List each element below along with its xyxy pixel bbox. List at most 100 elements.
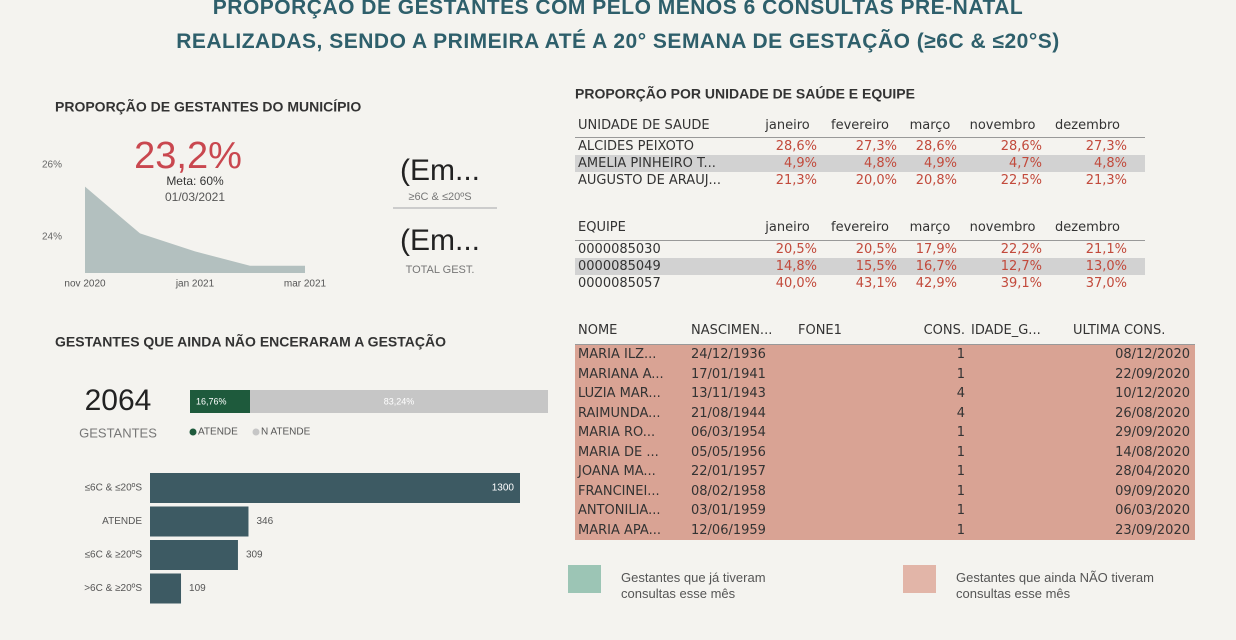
legend-dot	[252, 428, 260, 436]
column-header: IDADE_G...	[971, 322, 1041, 338]
table-cell: 27,3%	[1085, 139, 1127, 154]
table-cell: 20,0%	[855, 173, 897, 188]
table-cell: ANTONILIA...	[578, 503, 661, 518]
table-cell: 09/09/2020	[1115, 483, 1190, 499]
title-line: REALIZADAS, SENDO A PRIMEIRA ATÉ A 20° S…	[176, 30, 1060, 53]
category-label: ATENDE	[102, 516, 142, 527]
column-header: UNIDADE DE SAUDE	[578, 117, 710, 133]
title-line: PROPORÇÃO DE GESTANTES COM PELO MENOS 6 …	[212, 0, 1024, 19]
category-label: ≤6C & ≤20ºS	[85, 483, 143, 494]
table-cell: 1	[956, 464, 965, 479]
table-cell: 26/08/2020	[1115, 405, 1190, 421]
column-header: março	[909, 117, 951, 133]
table-cell: 1	[956, 444, 965, 460]
table-cell: 17/01/1941	[691, 366, 766, 382]
table-cell: 1	[956, 483, 965, 499]
table-row: MARIA RO... 06/03/1954 1 29/09/2020	[575, 423, 1195, 443]
area	[85, 186, 305, 273]
table-cell: 06/03/1954	[691, 425, 766, 440]
table-body: ALCIDES PEIXOTO 28,6% 27,3% 28,6% 28,6% 27,3%…	[575, 138, 1145, 189]
table-cell	[968, 404, 1070, 424]
table-cell: 28,6%	[915, 139, 957, 154]
table-cell: 14,8%	[775, 259, 817, 274]
card-value: (Em...	[400, 224, 480, 257]
table-row: ALCIDES PEIXOTO 28,6% 27,3% 28,6% 28,6% 27,3%	[575, 138, 1145, 155]
table-row: MARIANA A... 17/01/1941 1 22/09/2020	[575, 365, 1195, 385]
table-cell	[795, 384, 915, 404]
table-cell: 21/08/1944	[691, 405, 766, 421]
table-row: MARIA APA... 12/06/1959 1 23/09/2020	[575, 521, 1195, 541]
table-cell	[795, 482, 915, 502]
table-cell: 43,1%	[855, 276, 897, 291]
value-label: 346	[256, 516, 273, 527]
x-tick-label: nov 2020	[64, 279, 106, 290]
table-cell: 10/12/2020	[1115, 386, 1190, 401]
table-cell: 13,0%	[1085, 259, 1127, 274]
kpi-date: 01/03/2021	[165, 190, 225, 204]
column-header: novembro	[969, 117, 1036, 133]
table-cell: 1	[956, 366, 965, 382]
value-label: 309	[246, 550, 263, 561]
table-cell: 0000085030	[578, 242, 661, 257]
bar	[150, 473, 520, 503]
table-cell: 03/01/1959	[691, 503, 766, 518]
table-cell: 4,8%	[863, 156, 897, 171]
table-cell: ALCIDES PEIXOTO	[578, 139, 695, 154]
table-cell: 0000085049	[578, 259, 661, 274]
table-cell: 14/08/2020	[1115, 444, 1190, 460]
card-value: (Em...	[400, 154, 480, 187]
table-cell: 39,1%	[1000, 276, 1042, 291]
table-cell: 23/09/2020	[1115, 522, 1190, 538]
table-cell	[795, 443, 915, 463]
table-cell: 12/06/1959	[691, 522, 766, 538]
total-value: 2064	[85, 384, 152, 417]
value-label: 1300	[492, 483, 515, 494]
table-cell	[968, 482, 1070, 502]
bar-segment	[190, 390, 251, 413]
team-table: EQUIPE janeiro fevereiro março novembro dezem…	[575, 214, 1145, 296]
table-cell: 4	[956, 386, 965, 401]
table-cell	[968, 501, 1070, 521]
column-header: FONE1	[798, 322, 842, 338]
table-cell: 20,5%	[775, 242, 817, 257]
table-cell: 24/12/1936	[691, 347, 766, 362]
table-cell	[968, 521, 1070, 541]
table-cell: 13/11/1943	[691, 386, 766, 401]
column-header: março	[909, 219, 951, 235]
table-row: 0000085049 14,8% 15,5% 16,7% 12,7% 13,0%	[575, 258, 1145, 275]
column-header: NASCIMEN...	[691, 322, 773, 338]
table-cell: 4,7%	[1008, 156, 1042, 171]
y-tick-label: 26%	[42, 160, 62, 171]
column-header: fevereiro	[831, 219, 889, 235]
header-row: NOME NASCIMEN... FONE1 CONS. IDADE_G... ULTIM…	[575, 316, 1195, 345]
table-cell: 22,5%	[1000, 173, 1042, 188]
legend-swatch	[568, 565, 601, 593]
table-cell: MARIA ILZ...	[578, 347, 657, 362]
table-cell	[795, 345, 915, 365]
bar-segment	[250, 390, 548, 413]
table-row: MARIA ILZ... 24/12/1936 1 08/12/2020	[575, 345, 1195, 365]
column-header: janeiro	[765, 117, 810, 133]
table-cell: 08/02/1958	[691, 483, 766, 499]
chart-title: GESTANTES QUE AINDA NÃO ENCERARAM A GEST…	[55, 333, 446, 350]
legend-label: Gestantes que ainda NÃO tiveram consulta…	[956, 570, 1154, 601]
table-cell: 27,3%	[855, 139, 897, 154]
table-cell: 21,3%	[775, 173, 817, 188]
chart-title: PROPORÇÃO DE GESTANTES DO MUNICÍPIO	[55, 98, 361, 115]
table-cell: 28/04/2020	[1115, 464, 1190, 479]
table-cell: 16,7%	[915, 259, 957, 274]
kpi-value: 23,2%	[134, 135, 242, 177]
table-body: 0000085030 20,5% 20,5% 17,9% 22,2% 21,1% 00000…	[575, 241, 1145, 292]
card-label: TOTAL GEST.	[406, 264, 475, 276]
table-cell: 08/12/2020	[1115, 347, 1190, 362]
legend-label: N ATENDE	[261, 427, 311, 438]
table-body: MARIA ILZ... 24/12/1936 1 08/12/2020 MARIANA…	[575, 345, 1195, 540]
patient-table: NOME NASCIMEN... FONE1 CONS. IDADE_G... ULTIM…	[575, 316, 1195, 546]
x-tick-label: jan 2021	[175, 279, 215, 290]
table-cell: MARIA APA...	[578, 522, 661, 538]
table-cell: 17,9%	[915, 242, 957, 257]
table-cell: 22/09/2020	[1115, 366, 1190, 382]
table-cell: MARIA RO...	[578, 425, 656, 440]
